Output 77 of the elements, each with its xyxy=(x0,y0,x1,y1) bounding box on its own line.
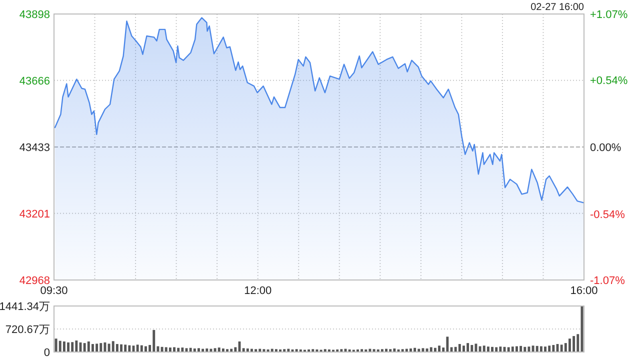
bar xyxy=(495,347,498,352)
bar xyxy=(486,346,490,352)
bar xyxy=(572,336,576,352)
bar xyxy=(75,340,78,352)
bar xyxy=(136,344,139,352)
bar xyxy=(552,344,555,352)
bar xyxy=(87,341,90,352)
bar xyxy=(422,348,424,352)
bar xyxy=(198,348,200,352)
bar xyxy=(499,346,502,352)
bar xyxy=(430,347,432,352)
bar xyxy=(62,341,66,352)
text: 02-27 16:00 xyxy=(530,2,584,13)
bar xyxy=(83,343,86,352)
bar xyxy=(482,346,486,352)
bar xyxy=(524,346,526,352)
y2-tick-label: +1.07% xyxy=(590,9,628,21)
bar xyxy=(173,347,176,352)
bar xyxy=(71,342,74,352)
bar xyxy=(568,338,571,352)
y-tick-label: 720.67万 xyxy=(5,324,50,336)
bar xyxy=(120,344,122,352)
bar xyxy=(214,348,216,352)
bar xyxy=(112,341,114,352)
y-tick-label: 1441.34万 xyxy=(0,301,50,313)
x-tick-label: 09:30 xyxy=(40,285,68,297)
bar xyxy=(438,346,440,352)
bar xyxy=(96,344,98,352)
bar xyxy=(544,346,546,352)
bar xyxy=(124,344,127,352)
bar xyxy=(58,340,62,352)
bar xyxy=(474,344,478,352)
bar xyxy=(168,348,172,352)
bar xyxy=(128,345,131,352)
x-tick-label: 12:00 xyxy=(244,285,272,297)
bar xyxy=(528,346,530,352)
bar xyxy=(507,347,510,352)
bar xyxy=(54,338,58,352)
x-tick-label: 16:00 xyxy=(570,285,598,297)
bar xyxy=(92,344,94,352)
bar xyxy=(164,347,168,352)
bar xyxy=(454,346,457,352)
bar xyxy=(462,346,465,352)
bar xyxy=(160,346,164,352)
bar xyxy=(580,306,584,352)
bar xyxy=(152,330,156,352)
bar xyxy=(446,336,449,352)
bar xyxy=(108,344,110,352)
y2-tick-label: +0.54% xyxy=(590,74,628,87)
bar xyxy=(218,348,220,352)
bar xyxy=(234,347,237,352)
y2-tick-label: -0.54% xyxy=(590,209,626,222)
y2-tick-label: 0.00% xyxy=(590,142,622,154)
bar xyxy=(491,346,494,352)
bar xyxy=(520,346,522,352)
bar xyxy=(181,348,184,352)
bar xyxy=(466,343,470,352)
bar xyxy=(511,346,514,352)
bar xyxy=(67,342,70,352)
bar xyxy=(560,344,563,352)
y-tick-label: 43898 xyxy=(19,9,50,21)
bar xyxy=(536,346,538,352)
bar xyxy=(100,343,102,352)
bar xyxy=(116,344,118,352)
y-tick-label: 43666 xyxy=(19,75,50,88)
bar xyxy=(532,346,534,352)
bar xyxy=(548,346,551,352)
bar xyxy=(242,348,245,352)
y-tick-label: 42968 xyxy=(19,275,50,287)
y2-tick-label: -1.07% xyxy=(590,275,626,287)
y-tick-label: 0 xyxy=(44,347,50,359)
bar xyxy=(458,344,461,352)
bar xyxy=(104,342,106,352)
y-tick-label: 43433 xyxy=(19,142,50,154)
y-tick-label: 43201 xyxy=(19,208,50,220)
bar xyxy=(470,344,474,352)
bar xyxy=(140,345,143,352)
